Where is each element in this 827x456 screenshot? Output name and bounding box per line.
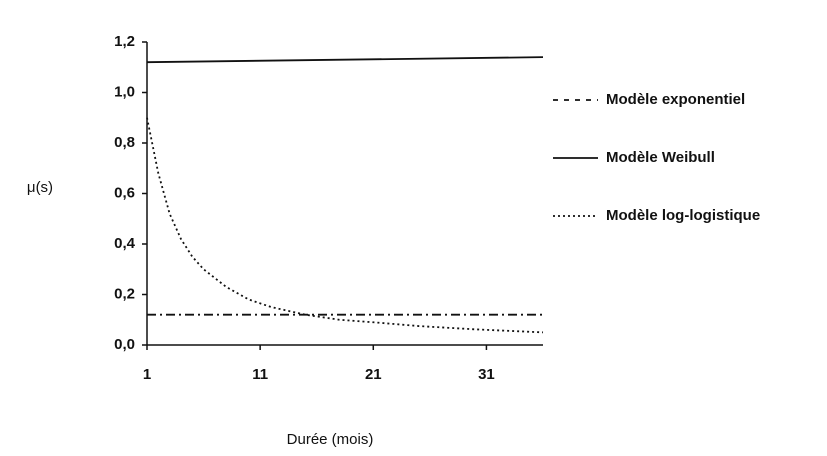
y-tick-label: 0,6 bbox=[114, 184, 135, 201]
x-tick-label: 31 bbox=[478, 366, 495, 383]
x-tick-label: 21 bbox=[365, 366, 382, 383]
legend-label: Modèle Weibull bbox=[606, 149, 715, 166]
series-line bbox=[146, 56, 544, 64]
y-tick-label: 0,4 bbox=[114, 235, 136, 252]
y-tick-label: 0,2 bbox=[114, 285, 135, 302]
x-tick-label: 1 bbox=[143, 366, 151, 383]
y-axis-label: μ(s) bbox=[27, 179, 53, 196]
y-tick-label: 1,0 bbox=[114, 83, 135, 100]
series-line bbox=[146, 117, 544, 334]
y-tick-label: 0,0 bbox=[114, 336, 135, 353]
legend-label: Modèle exponentiel bbox=[606, 91, 745, 108]
x-tick-label: 11 bbox=[252, 366, 268, 383]
y-tick-label: 1,2 bbox=[114, 33, 135, 50]
y-tick-label: 0,8 bbox=[114, 134, 135, 151]
legend-label: Modèle log-logistique bbox=[606, 207, 760, 224]
x-axis-label: Durée (mois) bbox=[287, 431, 374, 448]
